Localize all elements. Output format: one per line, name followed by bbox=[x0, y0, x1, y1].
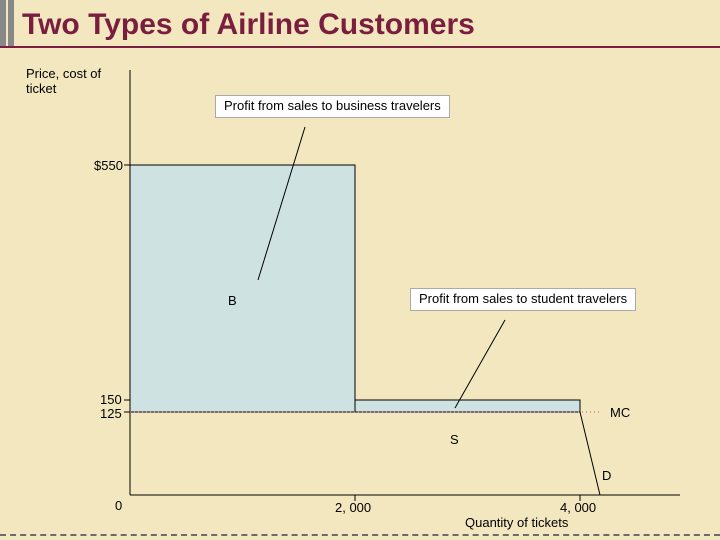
title-decoration bbox=[0, 0, 18, 46]
callout-student: Profit from sales to student travelers bbox=[410, 288, 636, 311]
x-axis-label: Quantity of tickets bbox=[465, 515, 568, 530]
region-s bbox=[355, 400, 580, 412]
region-b bbox=[130, 165, 355, 412]
page-bottom-dash bbox=[0, 534, 720, 536]
callout-business: Profit from sales to business travelers bbox=[215, 95, 450, 118]
label-mc: MC bbox=[610, 405, 630, 420]
label-d: D bbox=[602, 468, 611, 483]
label-s: S bbox=[450, 432, 459, 447]
page-title: Two Types of Airline Customers bbox=[0, 0, 720, 48]
xtick-label-4000: 4, 000 bbox=[560, 500, 596, 515]
ytick-label-550: $550 bbox=[94, 158, 123, 173]
callout-line-student bbox=[455, 320, 505, 408]
ytick-label-0: 0 bbox=[115, 498, 122, 513]
chart-area: Price, cost of ticket Profit from sales … bbox=[0, 50, 720, 540]
label-b: B bbox=[228, 293, 237, 308]
ytick-label-125: 125 bbox=[100, 406, 122, 421]
ytick-label-150: 150 bbox=[100, 392, 122, 407]
xtick-label-2000: 2, 000 bbox=[335, 500, 371, 515]
demand-line bbox=[580, 412, 600, 495]
